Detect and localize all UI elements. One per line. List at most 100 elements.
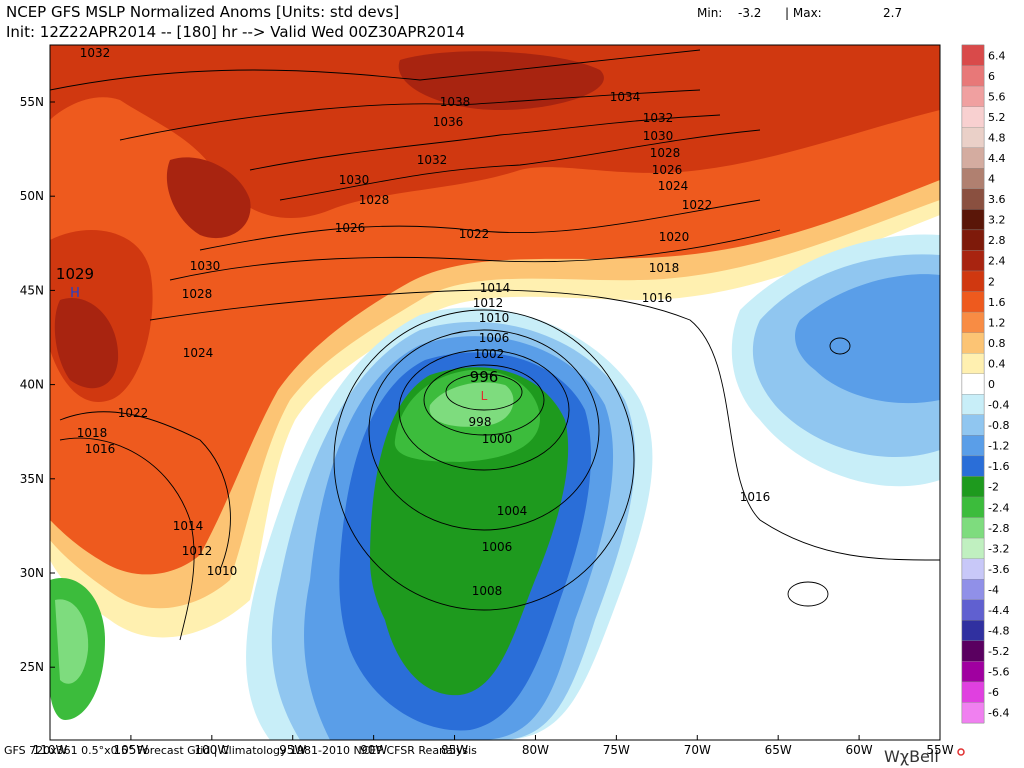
isobar-label: 1004 bbox=[497, 504, 528, 518]
colorbar-label: -3.6 bbox=[988, 563, 1009, 576]
isobar-label: 1012 bbox=[182, 544, 213, 558]
colorbar-label: 0.8 bbox=[988, 337, 1006, 350]
colorbar-label: -2.8 bbox=[988, 522, 1009, 535]
lon-label: 55W bbox=[926, 743, 953, 757]
colorbar-label: -0.4 bbox=[988, 399, 1009, 412]
colorbar-swatch bbox=[961, 373, 985, 395]
colorbar-label: -4.8 bbox=[988, 625, 1009, 638]
lat-label: 45N bbox=[20, 283, 44, 297]
isobar-label: 1030 bbox=[190, 259, 221, 273]
colorbar-label: 6 bbox=[988, 70, 995, 83]
lat-label: 25N bbox=[20, 660, 44, 674]
colorbar-swatch bbox=[961, 65, 985, 87]
colorbar-label: 1.6 bbox=[988, 296, 1006, 309]
colorbar-swatch bbox=[961, 332, 985, 354]
colorbar-swatch bbox=[961, 681, 985, 703]
isobar-label: 1036 bbox=[433, 115, 464, 129]
colorbar-label: 0 bbox=[988, 378, 995, 391]
colorbar-label: 4.4 bbox=[988, 152, 1006, 165]
colorbar-label: 3.2 bbox=[988, 214, 1006, 227]
isobar-label: 1032 bbox=[80, 46, 111, 60]
colorbar-swatch bbox=[961, 537, 985, 559]
isobar-label: 1014 bbox=[173, 519, 204, 533]
colorbar-swatch bbox=[961, 127, 985, 148]
isobar-label: 1016 bbox=[642, 291, 673, 305]
lat-label: 40N bbox=[20, 378, 44, 392]
isobar-label: 1024 bbox=[658, 179, 689, 193]
lon-label: 60W bbox=[846, 743, 873, 757]
low-symbol: L bbox=[481, 389, 488, 403]
isobar-label: 1034 bbox=[610, 90, 641, 104]
lon-label: 80W bbox=[522, 743, 549, 757]
isobar-label: 1032 bbox=[643, 111, 674, 125]
colorbar-swatch bbox=[961, 311, 985, 333]
isobar-label: 1030 bbox=[339, 173, 370, 187]
colorbar-swatch bbox=[961, 455, 985, 477]
colorbar-label: -6.4 bbox=[988, 707, 1009, 720]
colorbar-swatch bbox=[961, 291, 985, 313]
logo: WχBell bbox=[884, 747, 939, 766]
lon-label: 70W bbox=[684, 743, 711, 757]
isobar-label: 1028 bbox=[182, 287, 213, 301]
anomaly-field bbox=[50, 45, 940, 740]
isobar-label: 1008 bbox=[472, 584, 503, 598]
isobar-label: 1026 bbox=[652, 163, 683, 177]
colorbar-swatch bbox=[961, 188, 985, 210]
colorbar-label: -6 bbox=[988, 686, 999, 699]
min-value: -3.2 bbox=[738, 6, 761, 20]
isobar-label: 1022 bbox=[682, 198, 713, 212]
isobar-label: 1032 bbox=[417, 153, 448, 167]
colorbar-swatch bbox=[961, 106, 985, 128]
colorbar-swatch bbox=[961, 435, 985, 457]
colorbar-swatch bbox=[961, 353, 985, 374]
colorbar-label: -4.4 bbox=[988, 604, 1009, 617]
isobar-label: 1038 bbox=[440, 95, 471, 109]
isobar-label: 1000 bbox=[482, 432, 513, 446]
high-pressure-value: 1029 bbox=[56, 265, 94, 283]
colorbar-label: -1.2 bbox=[988, 440, 1009, 453]
colorbar-swatch bbox=[961, 640, 985, 662]
colorbar-label: 0.4 bbox=[988, 357, 1006, 370]
colorbar-swatch bbox=[961, 496, 985, 518]
colorbar-label: 6.4 bbox=[988, 49, 1006, 62]
lon-label: 100W bbox=[194, 743, 229, 757]
colorbar-label: 1.2 bbox=[988, 316, 1006, 329]
colorbar-label: -0.8 bbox=[988, 419, 1009, 432]
colorbar-label: 3.6 bbox=[988, 193, 1006, 206]
lat-label: 50N bbox=[20, 189, 44, 203]
lon-label: 105W bbox=[114, 743, 149, 757]
colorbar-swatch bbox=[961, 599, 985, 621]
colorbar-swatch bbox=[961, 147, 985, 169]
isobar-label: 1014 bbox=[480, 281, 511, 295]
colorbar-label: 2.4 bbox=[988, 255, 1006, 268]
high-symbol: H bbox=[70, 286, 80, 301]
isobar-label: 1002 bbox=[474, 347, 505, 361]
colorbar-swatch bbox=[961, 85, 985, 107]
colorbar-label: -3.2 bbox=[988, 542, 1009, 555]
lat-label: 35N bbox=[20, 472, 44, 486]
colorbar-swatch bbox=[961, 558, 985, 580]
lon-label: 95W bbox=[279, 743, 306, 757]
init-line: Init: 12Z22APR2014 -- [180] hr --> Valid… bbox=[6, 23, 465, 41]
colorbar-swatch bbox=[961, 250, 985, 272]
colorbar-swatch bbox=[961, 168, 985, 189]
isobar-label: 1024 bbox=[183, 346, 214, 360]
colorbar-swatch bbox=[961, 270, 985, 292]
colorbar-label: -1.6 bbox=[988, 460, 1009, 473]
colorbar-label: 4 bbox=[988, 173, 995, 186]
colorbar-swatch bbox=[961, 229, 985, 251]
lon-label: 85W bbox=[441, 743, 468, 757]
colorbar-label: 4.8 bbox=[988, 131, 1006, 144]
min-label: Min: bbox=[697, 6, 722, 20]
isobar-label: 1010 bbox=[479, 311, 510, 325]
colorbar-swatch bbox=[961, 394, 985, 415]
colorbar-label: -2 bbox=[988, 481, 999, 494]
isobar-label: 1030 bbox=[643, 129, 674, 143]
colorbar-swatch bbox=[961, 44, 985, 66]
colorbar-swatch bbox=[961, 620, 985, 641]
max-label: | Max: bbox=[785, 6, 822, 20]
logo-dot bbox=[957, 748, 965, 756]
isobar-label: 1022 bbox=[118, 406, 149, 420]
isobar-label: 1026 bbox=[335, 221, 366, 235]
